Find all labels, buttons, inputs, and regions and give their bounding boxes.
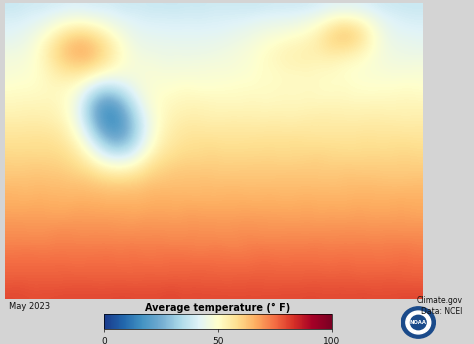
Text: NOAA: NOAA (410, 320, 427, 325)
Circle shape (406, 311, 431, 334)
Circle shape (410, 315, 426, 330)
Text: May 2023: May 2023 (9, 302, 51, 311)
Circle shape (401, 307, 435, 338)
Title: Average temperature (° F): Average temperature (° F) (146, 302, 291, 313)
Text: Climate.gov
Data: NCEI: Climate.gov Data: NCEI (416, 296, 462, 316)
